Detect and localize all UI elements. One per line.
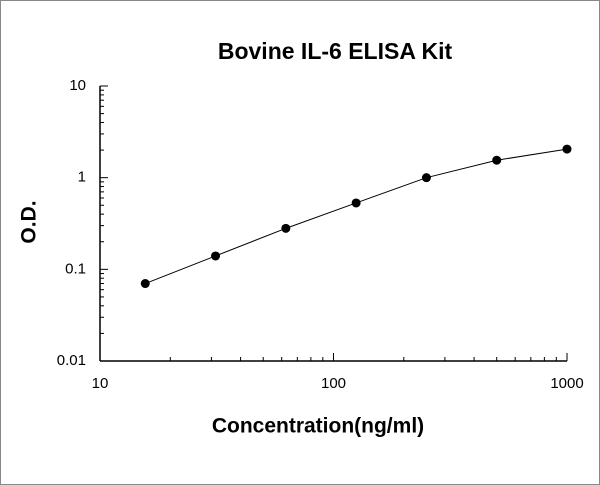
y-axis-label: O.D. [18,200,41,243]
y-tick-label: 0.1 [65,260,86,277]
data-point [351,198,361,208]
y-tick-label: 1 [78,169,86,186]
data-point [562,144,572,154]
data-point [211,251,221,261]
x-tick-label: 10 [92,375,109,392]
data-point [140,279,150,289]
y-tick-label: 10 [69,77,86,94]
chart-title: Bovine IL-6 ELISA Kit [218,38,453,64]
data-point [281,223,291,233]
x-axis-label: Concentration(ng/ml) [212,415,424,438]
data-point [492,155,502,165]
data-point [421,173,431,183]
x-tick-label: 1000 [550,375,583,392]
x-tick-label: 100 [321,375,346,392]
y-tick-label: 0.01 [57,352,86,369]
